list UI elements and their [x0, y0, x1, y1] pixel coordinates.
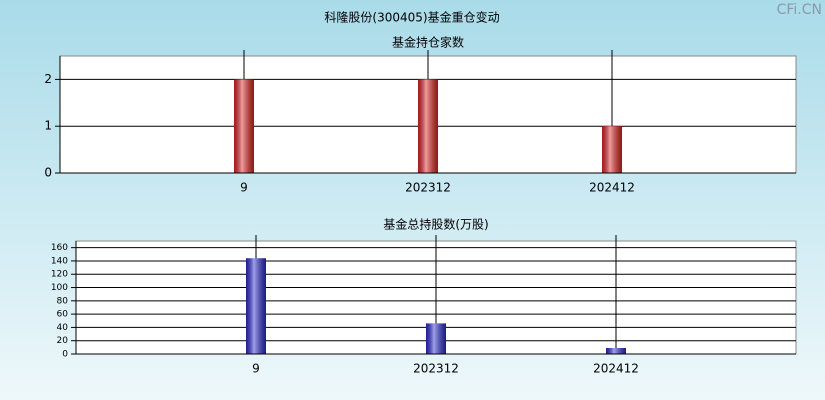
- y-tick-label: 40: [57, 323, 69, 333]
- y-tick-label: 20: [57, 336, 69, 346]
- y-tick-label: 160: [51, 243, 68, 253]
- x-tick-label: 202312: [405, 181, 451, 195]
- bar: [418, 79, 438, 173]
- y-tick-label: 140: [51, 256, 68, 266]
- page-title: 科隆股份(300405)基金重仓变动: [324, 10, 499, 25]
- y-tick-label: 2: [44, 72, 52, 86]
- x-tick-label: 9: [252, 362, 260, 376]
- y-tick-label: 0: [44, 166, 52, 180]
- x-tick-label: 9: [240, 181, 248, 195]
- y-tick-label: 60: [57, 310, 69, 320]
- watermark: CFi.CN: [777, 2, 822, 18]
- bar: [246, 258, 266, 354]
- y-tick-label: 80: [57, 296, 69, 306]
- y-tick-label: 1: [44, 119, 52, 133]
- y-tick-label: 100: [51, 283, 68, 293]
- bar: [602, 126, 622, 173]
- y-tick-label: 0: [62, 350, 68, 360]
- x-tick-label: 202412: [593, 362, 639, 376]
- bar: [234, 79, 254, 173]
- x-tick-label: 202312: [413, 362, 459, 376]
- bar: [606, 348, 626, 354]
- chart-title: 基金持仓家数: [392, 35, 464, 50]
- chart-title: 基金总持股数(万股): [383, 217, 488, 232]
- x-tick-label: 202412: [589, 181, 635, 195]
- y-tick-label: 120: [51, 270, 68, 280]
- bar: [426, 323, 446, 354]
